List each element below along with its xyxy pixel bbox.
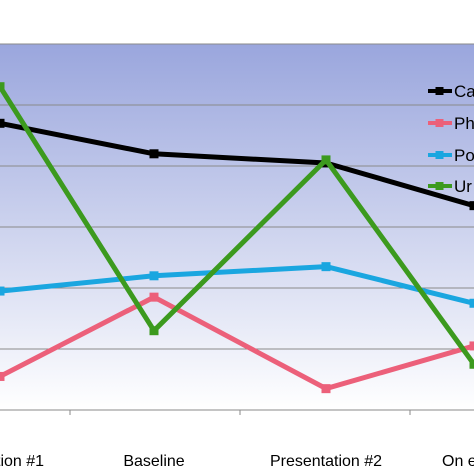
x-tick-label: On e	[442, 453, 474, 470]
legend-marker-ca	[435, 87, 444, 95]
legend-marker-ur	[435, 182, 444, 190]
series-lines	[0, 82, 474, 394]
data-point-po	[0, 286, 5, 296]
legend-marker-po	[435, 151, 444, 159]
legend: Ca Ph Po Ur	[428, 82, 474, 196]
series-line-ca	[0, 120, 474, 209]
data-point-ph	[149, 292, 159, 302]
series-line-ph	[0, 294, 474, 392]
x-tick-label: Presentation #2	[270, 453, 382, 470]
data-point-ph	[321, 384, 331, 394]
legend-label-ur: Ur	[454, 177, 472, 196]
data-point-ca	[469, 201, 474, 211]
data-point-ca	[149, 149, 159, 159]
legend-label-ca: Ca	[454, 82, 474, 101]
legend-label-po: Po	[454, 146, 474, 165]
data-point-ca	[0, 118, 5, 128]
x-tick-label: tion #1	[0, 453, 44, 470]
series-line-po	[0, 264, 474, 306]
gridlines	[0, 43, 474, 350]
data-point-po	[321, 262, 331, 272]
data-point-ph	[469, 341, 474, 351]
data-point-po	[149, 271, 159, 281]
legend-marker-ph	[435, 119, 444, 127]
x-axis-tick-labels: tion #1 Baseline Presentation #2 On e	[0, 453, 474, 470]
data-point-ur	[469, 359, 474, 369]
data-point-po	[469, 298, 474, 308]
legend-label-ph: Ph	[454, 114, 474, 133]
data-point-ur	[321, 155, 331, 165]
series-line-ur	[0, 85, 474, 366]
x-tick-label: Baseline	[123, 453, 184, 470]
data-point-ur	[0, 82, 5, 92]
x-axis-ticks	[0, 409, 474, 415]
data-point-ur	[149, 326, 159, 336]
data-point-ph	[0, 371, 5, 381]
